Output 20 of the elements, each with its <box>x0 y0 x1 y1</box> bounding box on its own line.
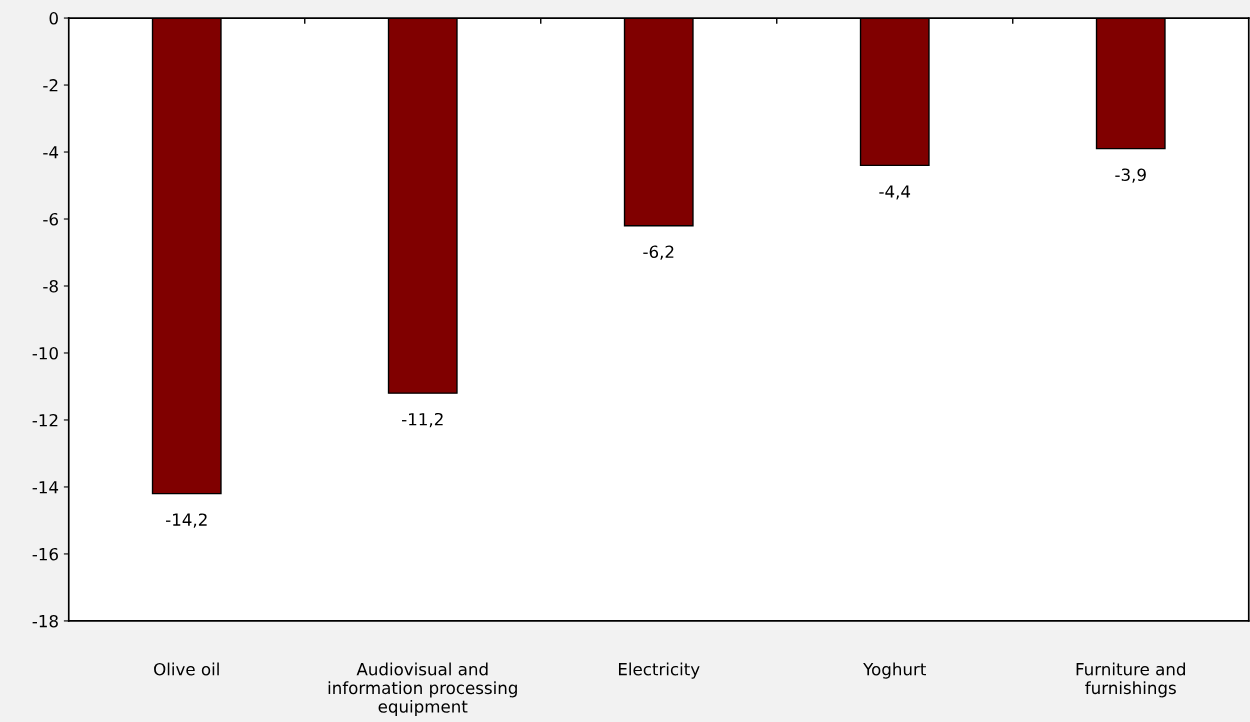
x-tick-label: Electricity <box>618 662 700 679</box>
y-tick-label: -2 <box>43 79 58 92</box>
data-label: -14,2 <box>166 513 207 528</box>
data-label: -6,2 <box>643 245 674 260</box>
x-tick-label: Yoghurt <box>863 662 926 679</box>
y-tick-label: -16 <box>32 547 58 561</box>
y-tick-label: -6 <box>43 212 58 226</box>
x-tick-label: Furniture and furnishings <box>1076 662 1185 698</box>
y-tick-label: -14 <box>32 481 59 494</box>
data-label: -4,4 <box>879 185 911 200</box>
x-tick-label: Olive oil <box>154 662 219 676</box>
y-tick-label: -4 <box>43 146 59 159</box>
y-tick-label: -8 <box>43 279 58 293</box>
y-tick-label: -12 <box>32 413 58 427</box>
y-tick-label: 0 <box>49 12 58 25</box>
y-tick-label: -10 <box>32 346 58 360</box>
data-label: -11,2 <box>402 412 443 428</box>
data-label: -3,9 <box>1115 168 1146 183</box>
x-tick-label: Audiovisual and information processing equipment <box>328 662 517 717</box>
y-tick-label: -18 <box>32 614 58 628</box>
